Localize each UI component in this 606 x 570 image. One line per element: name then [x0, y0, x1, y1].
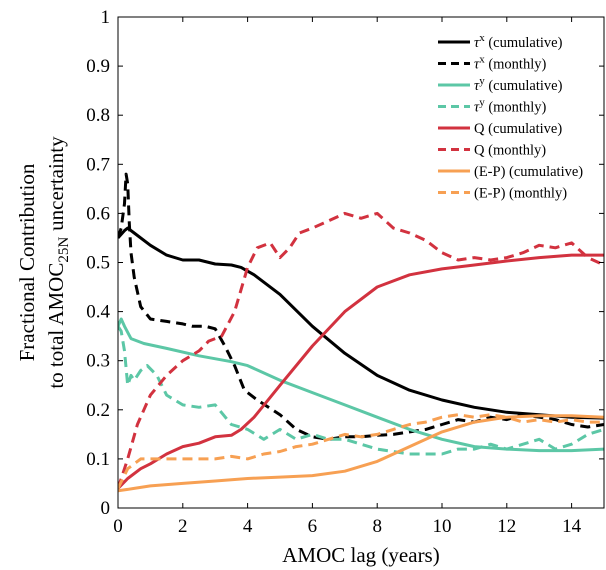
y-tick-label: 0.3	[86, 351, 110, 372]
y-tick-label: 0.6	[86, 203, 110, 224]
x-tick-label: 8	[372, 516, 382, 537]
series-line-4	[118, 253, 604, 490]
y-tick-label: 0.7	[86, 154, 110, 175]
y-tick-label: 0	[101, 498, 111, 519]
series-line-5	[118, 211, 604, 489]
series-line-2	[118, 317, 604, 453]
x-tick-label: 14	[562, 516, 582, 537]
series-line-7	[118, 413, 604, 490]
series-line-3	[118, 325, 604, 456]
x-tick-label: 12	[497, 516, 516, 537]
legend-label-6: (E-P) (cumulative)	[474, 164, 583, 180]
x-tick-label: 10	[433, 516, 452, 537]
series-line-0	[118, 226, 604, 420]
legend: τx (cumulative) τx (monthly) τy (cumulativ…	[438, 32, 583, 202]
y-tick-label: 0.9	[86, 56, 110, 77]
legend-label-1: τx (monthly)	[474, 54, 546, 73]
series-layer	[118, 172, 604, 493]
y-tick-label: 0.4	[86, 302, 110, 323]
legend-label-0: τx (cumulative)	[474, 32, 563, 51]
y-axis-label-prefix: to total AMOC	[44, 263, 68, 389]
series-line-1	[118, 172, 604, 441]
y-axis-label-line1: Fractional Contribution	[15, 163, 39, 361]
y-tick-label: 0.5	[86, 253, 110, 274]
x-tick-label: 6	[308, 516, 318, 537]
y-tick-label: 1	[101, 7, 111, 28]
legend-label-2: τy (cumulative)	[474, 75, 563, 94]
x-axis-label: AMOC lag (years)	[282, 543, 439, 567]
y-axis-label-line2: to total AMOC25N uncertainty	[44, 136, 72, 389]
x-tick-label: 0	[113, 516, 123, 537]
y-axis-label-subscript: 25N	[56, 237, 72, 263]
ticks-layer: 0 2 4 6 8 10 12 14 0 0.1 0.2 0.3 0.4 0.5 0.6 0.7 0.8 0.9 1	[86, 7, 604, 537]
legend-label-3: τy (monthly)	[474, 97, 546, 116]
y-axis-label-suffix: uncertainty	[44, 136, 68, 231]
y-tick-label: 0.1	[86, 449, 110, 470]
legend-label-5: Q (monthly)	[474, 143, 546, 159]
y-tick-label: 0.2	[86, 400, 110, 421]
legend-label-4: Q (cumulative)	[474, 121, 562, 137]
y-tick-label: 0.8	[86, 105, 110, 126]
x-tick-label: 4	[243, 516, 253, 537]
legend-label-7: (E-P) (monthly)	[474, 186, 567, 202]
series-line-6	[118, 414, 604, 493]
x-tick-label: 2	[178, 516, 188, 537]
